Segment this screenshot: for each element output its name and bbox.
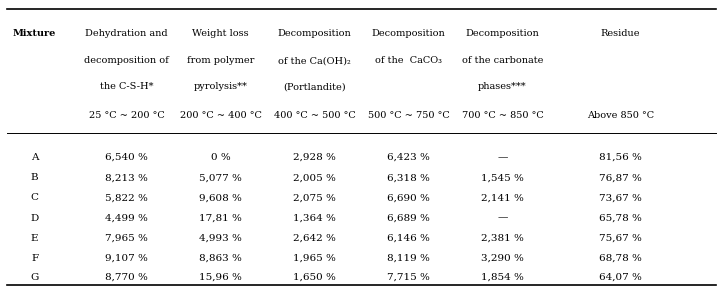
Text: from polymer: from polymer bbox=[187, 56, 254, 65]
Text: 8,213 %: 8,213 % bbox=[105, 173, 148, 182]
Text: 1,854 %: 1,854 % bbox=[481, 273, 524, 282]
Text: 5,077 %: 5,077 % bbox=[199, 173, 242, 182]
Text: F: F bbox=[31, 254, 38, 263]
Text: 17,81 %: 17,81 % bbox=[199, 214, 242, 223]
Text: 73,67 %: 73,67 % bbox=[599, 193, 642, 203]
Text: 65,78 %: 65,78 % bbox=[599, 214, 642, 223]
Text: 6,318 %: 6,318 % bbox=[387, 173, 430, 182]
Text: 4,993 %: 4,993 % bbox=[199, 234, 242, 243]
Text: Decomposition: Decomposition bbox=[278, 29, 351, 38]
Text: 6,146 %: 6,146 % bbox=[387, 234, 430, 243]
Text: 25 °C ~ 200 °C: 25 °C ~ 200 °C bbox=[89, 111, 164, 120]
Text: the C-S-H*: the C-S-H* bbox=[100, 82, 153, 91]
Text: 2,642 %: 2,642 % bbox=[293, 234, 336, 243]
Text: B: B bbox=[31, 173, 38, 182]
Text: —: — bbox=[497, 153, 508, 162]
Text: 8,770 %: 8,770 % bbox=[105, 273, 148, 282]
Text: G: G bbox=[30, 273, 39, 282]
Text: 5,822 %: 5,822 % bbox=[105, 193, 148, 203]
Text: 200 °C ~ 400 °C: 200 °C ~ 400 °C bbox=[179, 111, 262, 120]
Text: 64,07 %: 64,07 % bbox=[599, 273, 642, 282]
Text: 6,540 %: 6,540 % bbox=[105, 153, 148, 162]
Text: of the Ca(OH)₂: of the Ca(OH)₂ bbox=[278, 56, 351, 65]
Text: E: E bbox=[31, 234, 38, 243]
Text: D: D bbox=[30, 214, 39, 223]
Text: 1,364 %: 1,364 % bbox=[293, 214, 336, 223]
Text: 7,965 %: 7,965 % bbox=[105, 234, 148, 243]
Text: 75,67 %: 75,67 % bbox=[599, 234, 642, 243]
Text: A: A bbox=[31, 153, 38, 162]
Text: 76,87 %: 76,87 % bbox=[599, 173, 642, 182]
Text: Residue: Residue bbox=[601, 29, 640, 38]
Text: pyrolysis**: pyrolysis** bbox=[194, 82, 247, 91]
Text: 81,56 %: 81,56 % bbox=[599, 153, 642, 162]
Text: (Portlandite): (Portlandite) bbox=[283, 82, 346, 91]
Text: 2,141 %: 2,141 % bbox=[481, 193, 524, 203]
Text: 700 °C ~ 850 °C: 700 °C ~ 850 °C bbox=[461, 111, 544, 120]
Text: Dehydration and: Dehydration and bbox=[85, 29, 168, 38]
Text: 7,715 %: 7,715 % bbox=[387, 273, 430, 282]
Text: C: C bbox=[30, 193, 39, 203]
Text: Weight loss: Weight loss bbox=[192, 29, 249, 38]
Text: 400 °C ~ 500 °C: 400 °C ~ 500 °C bbox=[273, 111, 356, 120]
Text: Decomposition: Decomposition bbox=[372, 29, 445, 38]
Text: 500 °C ~ 750 °C: 500 °C ~ 750 °C bbox=[367, 111, 450, 120]
Text: 8,863 %: 8,863 % bbox=[199, 254, 242, 263]
Text: 1,545 %: 1,545 % bbox=[481, 173, 524, 182]
Text: 2,928 %: 2,928 % bbox=[293, 153, 336, 162]
Text: phases***: phases*** bbox=[478, 82, 527, 91]
Text: Decomposition: Decomposition bbox=[466, 29, 539, 38]
Text: decomposition of: decomposition of bbox=[84, 56, 169, 65]
Text: 2,075 %: 2,075 % bbox=[293, 193, 336, 203]
Text: 1,965 %: 1,965 % bbox=[293, 254, 336, 263]
Text: 6,690 %: 6,690 % bbox=[387, 193, 430, 203]
Text: 68,78 %: 68,78 % bbox=[599, 254, 642, 263]
Text: 15,96 %: 15,96 % bbox=[199, 273, 242, 282]
Text: Above 850 °C: Above 850 °C bbox=[587, 111, 654, 120]
Text: 4,499 %: 4,499 % bbox=[105, 214, 148, 223]
Text: 6,423 %: 6,423 % bbox=[387, 153, 430, 162]
Text: 9,107 %: 9,107 % bbox=[105, 254, 148, 263]
Text: —: — bbox=[497, 214, 508, 223]
Text: of the  CaCO₃: of the CaCO₃ bbox=[375, 56, 442, 65]
Text: 2,005 %: 2,005 % bbox=[293, 173, 336, 182]
Text: 2,381 %: 2,381 % bbox=[481, 234, 524, 243]
Text: 9,608 %: 9,608 % bbox=[199, 193, 242, 203]
Text: 3,290 %: 3,290 % bbox=[481, 254, 524, 263]
Text: 1,650 %: 1,650 % bbox=[293, 273, 336, 282]
Text: 6,689 %: 6,689 % bbox=[387, 214, 430, 223]
Text: of the carbonate: of the carbonate bbox=[462, 56, 543, 65]
Text: 0 %: 0 % bbox=[210, 153, 231, 162]
Text: Mixture: Mixture bbox=[13, 29, 56, 38]
Text: 8,119 %: 8,119 % bbox=[387, 254, 430, 263]
